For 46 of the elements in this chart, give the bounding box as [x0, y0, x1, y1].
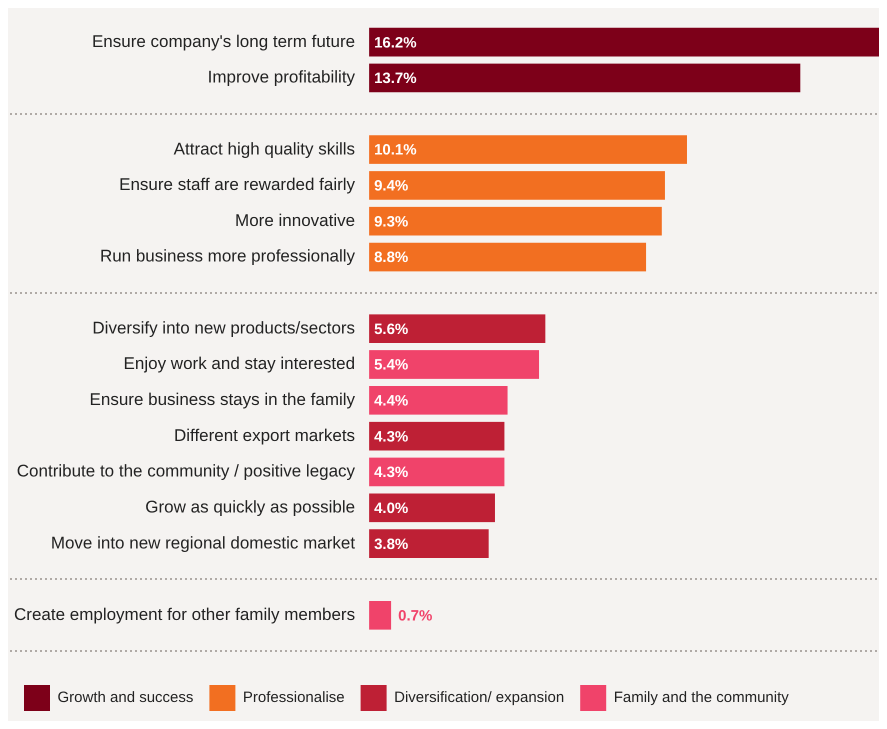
data-label: 4.4% — [374, 392, 408, 410]
data-label: 9.3% — [374, 213, 408, 230]
data-label: 5.6% — [374, 320, 408, 338]
bar — [369, 28, 879, 56]
y-tick-label: More innovative — [235, 210, 356, 230]
y-tick-label: Ensure staff are rewarded fairly — [119, 175, 356, 194]
y-tick-label: Grow as quickly as possible — [145, 497, 356, 516]
bar — [369, 242, 646, 272]
legend-label: Professionalise — [242, 689, 345, 706]
bar — [369, 135, 687, 164]
bar — [369, 350, 540, 379]
y-tick-label: Run business more professionally — [100, 246, 356, 266]
y-tick-label: Improve profitability — [208, 68, 356, 87]
data-label: 10.1% — [374, 142, 417, 159]
data-label: 5.4% — [374, 356, 408, 374]
bar — [369, 64, 800, 92]
bar — [369, 386, 508, 415]
legend-label: Growth and success — [58, 689, 194, 706]
legend-label: Diversification/ expansion — [394, 689, 564, 706]
bar — [369, 422, 504, 450]
bar — [369, 493, 495, 522]
data-label: 8.8% — [374, 249, 408, 266]
data-label: 3.8% — [374, 536, 408, 553]
data-label: 16.2% — [374, 34, 417, 52]
y-tick-label: Enjoy work and stay interested — [124, 354, 356, 374]
data-label: 4.0% — [374, 500, 408, 517]
data-label: 4.3% — [374, 464, 408, 482]
data-label: 9.4% — [374, 178, 408, 195]
y-tick-label: Move into new regional domestic market — [50, 533, 356, 552]
data-label: 13.7% — [374, 70, 417, 88]
data-label: 4.3% — [374, 428, 408, 446]
bar — [369, 206, 662, 236]
y-tick-label: Different export markets — [174, 426, 356, 445]
bar — [369, 529, 489, 558]
bar — [369, 458, 504, 486]
y-tick-label: Diversify into new products/sectors — [92, 318, 356, 338]
data-label: 0.7% — [398, 607, 432, 624]
legend-label: Family and the community — [614, 689, 790, 706]
y-tick-label: Ensure business stays in the family — [90, 390, 356, 410]
y-tick-label: Create employment for other family members — [14, 604, 356, 624]
y-tick-label: Attract high quality skills — [174, 139, 356, 158]
y-tick-label: Ensure company's long term future — [92, 32, 356, 51]
bar — [369, 600, 392, 630]
bar — [369, 171, 665, 200]
bar — [369, 314, 546, 344]
y-tick-label: Contribute to the community / positive legacy — [16, 462, 356, 481]
